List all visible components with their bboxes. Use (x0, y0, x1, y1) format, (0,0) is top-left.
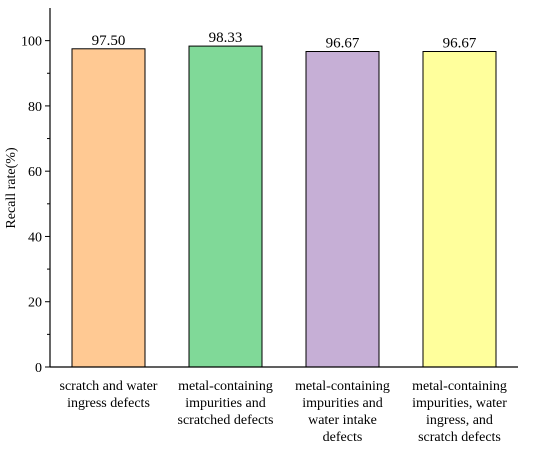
y-tick-label-60: 60 (28, 165, 42, 180)
bar-1 (71, 48, 146, 368)
y-tick-label-80: 80 (28, 100, 42, 115)
data-label-4: 96.67 (443, 36, 477, 52)
data-label-2: 98.33 (209, 30, 243, 46)
data-label-1: 97.50 (92, 33, 126, 49)
y-tick-label-40: 40 (28, 230, 42, 245)
data-label-3: 96.67 (326, 36, 360, 52)
x-category-labels: scratch and water ingress defects metal-co… (60, 379, 508, 445)
category-label-1: scratch and water ingress defects (60, 379, 158, 411)
category-label-4: metal-containing impurities, water ingress… (412, 379, 507, 445)
axes (45, 8, 518, 368)
y-tick-labels: 0 20 40 60 80 100 (21, 35, 42, 376)
bars (71, 45, 497, 368)
bar-4 (422, 51, 497, 368)
data-labels: 97.50 98.33 96.67 96.67 (92, 30, 477, 51)
y-tick-label-20: 20 (28, 296, 42, 311)
category-label-3: metal-containing impurities and water inta… (295, 379, 390, 445)
y-axis-title: Recall rate(%) (4, 147, 19, 229)
y-tick-label-0: 0 (35, 361, 42, 376)
bar-2 (188, 45, 263, 368)
y-tick-label-100: 100 (21, 35, 42, 50)
bar-3 (305, 51, 380, 368)
category-label-2: metal-containing impurities and scratched … (178, 379, 274, 428)
